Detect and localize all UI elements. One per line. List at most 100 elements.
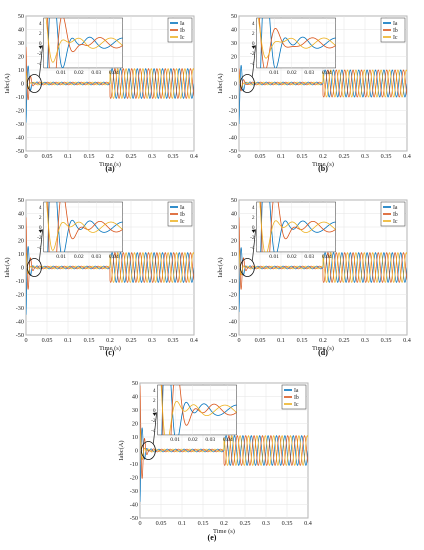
y-tick-label: 30: [18, 40, 24, 47]
zoom-ellipse: [27, 258, 42, 277]
x-tick-label: 0.15: [297, 337, 308, 344]
y-tick-label: -40: [130, 502, 138, 509]
x-tick-label: 0: [138, 520, 141, 527]
inset-series-line-Ia: [47, 18, 123, 68]
inset-y-tick-label: -4: [37, 61, 42, 67]
inset-series-line-Ic: [257, 18, 336, 59]
chart-panel-4: 0 0.05 0.1 0.15 0.2 0.25 0.3 0.35 0.450403020100…: [217, 197, 411, 357]
x-tick-label: 0.15: [84, 153, 95, 160]
legend-label-Ic: Ic: [180, 35, 185, 41]
series-line-Ib: [26, 217, 194, 290]
y-tick-label: -40: [229, 319, 237, 326]
x-axis-label: Time (s): [99, 345, 121, 352]
legend-label-Ic: Ic: [294, 402, 299, 408]
chart-panel-2: 0 0.05 0.1 0.15 0.2 0.25 0.3 0.35 0.450403020100…: [217, 13, 411, 173]
zoom-arrow: [153, 412, 157, 444]
inset-y-tick-label: -4: [151, 428, 156, 434]
y-tick-label: -10: [229, 278, 237, 285]
chart-panel-5: 0 0.05 0.1 0.15 0.2 0.25 0.3 0.35 0.450403020100…: [118, 380, 312, 542]
y-tick-label: 10: [18, 251, 24, 258]
y-tick-label: 50: [231, 197, 237, 204]
inset-x-tick-label: 0.02: [74, 70, 84, 76]
inset-y-tick-label: 2: [39, 215, 42, 221]
y-tick-label: 40: [132, 394, 138, 401]
x-tick-label: 0.1: [277, 337, 285, 344]
y-tick-label: -10: [229, 94, 237, 101]
x-tick-label: 0.2: [106, 153, 114, 160]
y-axis-label: Iabc(A): [217, 73, 224, 93]
y-tick-label: 10: [18, 67, 24, 74]
series-line-Ia: [140, 427, 308, 502]
y-tick-label: 40: [18, 211, 24, 218]
x-tick-label: 0.15: [297, 153, 308, 160]
y-tick-label: 20: [18, 238, 24, 245]
x-tick-label: 0.05: [156, 520, 167, 527]
y-tick-label: -10: [16, 278, 24, 285]
zoom-ellipse: [27, 74, 42, 93]
y-tick-label: -10: [16, 94, 24, 101]
zoom-arrowhead: [152, 412, 157, 416]
series-line-Ia: [26, 246, 194, 315]
legend-label-Ib: Ib: [393, 28, 398, 34]
inset-x-tick-label: 0.03: [304, 254, 314, 260]
inset-y-tick-label: 4: [39, 205, 42, 211]
y-tick-label: 0: [234, 81, 237, 88]
x-tick-label: 0.4: [190, 337, 198, 344]
y-tick-label: 40: [231, 27, 237, 34]
x-axis-label: Time (s): [312, 345, 334, 352]
series-line-Ic: [26, 68, 194, 99]
y-tick-label: -20: [229, 108, 237, 115]
y-tick-label: 30: [18, 224, 24, 231]
x-tick-label: 0: [237, 153, 240, 160]
zoom-arrowhead: [38, 45, 43, 49]
x-tick-label: 0.3: [361, 153, 369, 160]
y-tick-label: -20: [130, 475, 138, 482]
y-tick-label: -50: [130, 515, 138, 522]
x-tick-label: 0.1: [64, 337, 72, 344]
inset-y-tick-label: 2: [39, 31, 42, 37]
inset-y-tick-label: 2: [252, 215, 255, 221]
x-tick-label: 0.35: [381, 337, 392, 344]
inset-x-tick-label: 0.01: [269, 254, 279, 260]
x-tick-label: 0.35: [282, 520, 293, 527]
x-axis-label: Time (s): [312, 161, 334, 168]
inset-y-tick-label: -4: [250, 245, 255, 251]
y-tick-label: -30: [16, 305, 24, 312]
inset-series-line-Ib: [260, 202, 336, 252]
zoom-arrow: [252, 45, 256, 77]
legend-label-Ib: Ib: [294, 395, 299, 401]
x-tick-label: 0.2: [220, 520, 228, 527]
x-tick-label: 0.35: [381, 153, 392, 160]
inset-y-tick-label: 4: [252, 205, 255, 211]
x-tick-label: 0.2: [319, 337, 327, 344]
x-axis-label: Time (s): [213, 528, 235, 535]
x-tick-label: 0: [24, 337, 27, 344]
y-tick-label: 20: [18, 54, 24, 61]
legend-label-Ib: Ib: [393, 212, 398, 218]
y-tick-label: 0: [21, 81, 24, 88]
x-tick-label: 0.2: [106, 337, 114, 344]
series-line-Ib: [26, 46, 194, 101]
inset-y-tick-label: -2: [250, 51, 255, 57]
zoom-arrow: [39, 229, 43, 261]
inset-y-tick-label: -4: [250, 61, 255, 67]
legend-label-Ia: Ia: [393, 21, 398, 27]
legend-label-Ic: Ic: [393, 219, 398, 225]
series-line-Ib: [140, 385, 308, 479]
inset-y-tick-label: 0: [39, 41, 42, 47]
legend-label-Ia: Ia: [393, 205, 398, 211]
legend-label-Ic: Ic: [180, 219, 185, 225]
inset-x-tick-label: 0.04: [322, 254, 332, 260]
inset-series-line-Ic: [46, 202, 123, 251]
inset-y-tick-label: 2: [252, 31, 255, 37]
inset-y-tick-label: 0: [252, 225, 255, 231]
series-line-Ia: [239, 247, 407, 313]
x-tick-label: 0.4: [403, 337, 411, 344]
inset-y-tick-label: -2: [37, 235, 42, 241]
inset-x-tick-label: 0.03: [91, 254, 101, 260]
panel-caption: (e): [208, 533, 217, 542]
y-tick-label: -50: [16, 148, 24, 155]
x-tick-label: 0: [24, 153, 27, 160]
y-tick-label: 40: [18, 27, 24, 34]
